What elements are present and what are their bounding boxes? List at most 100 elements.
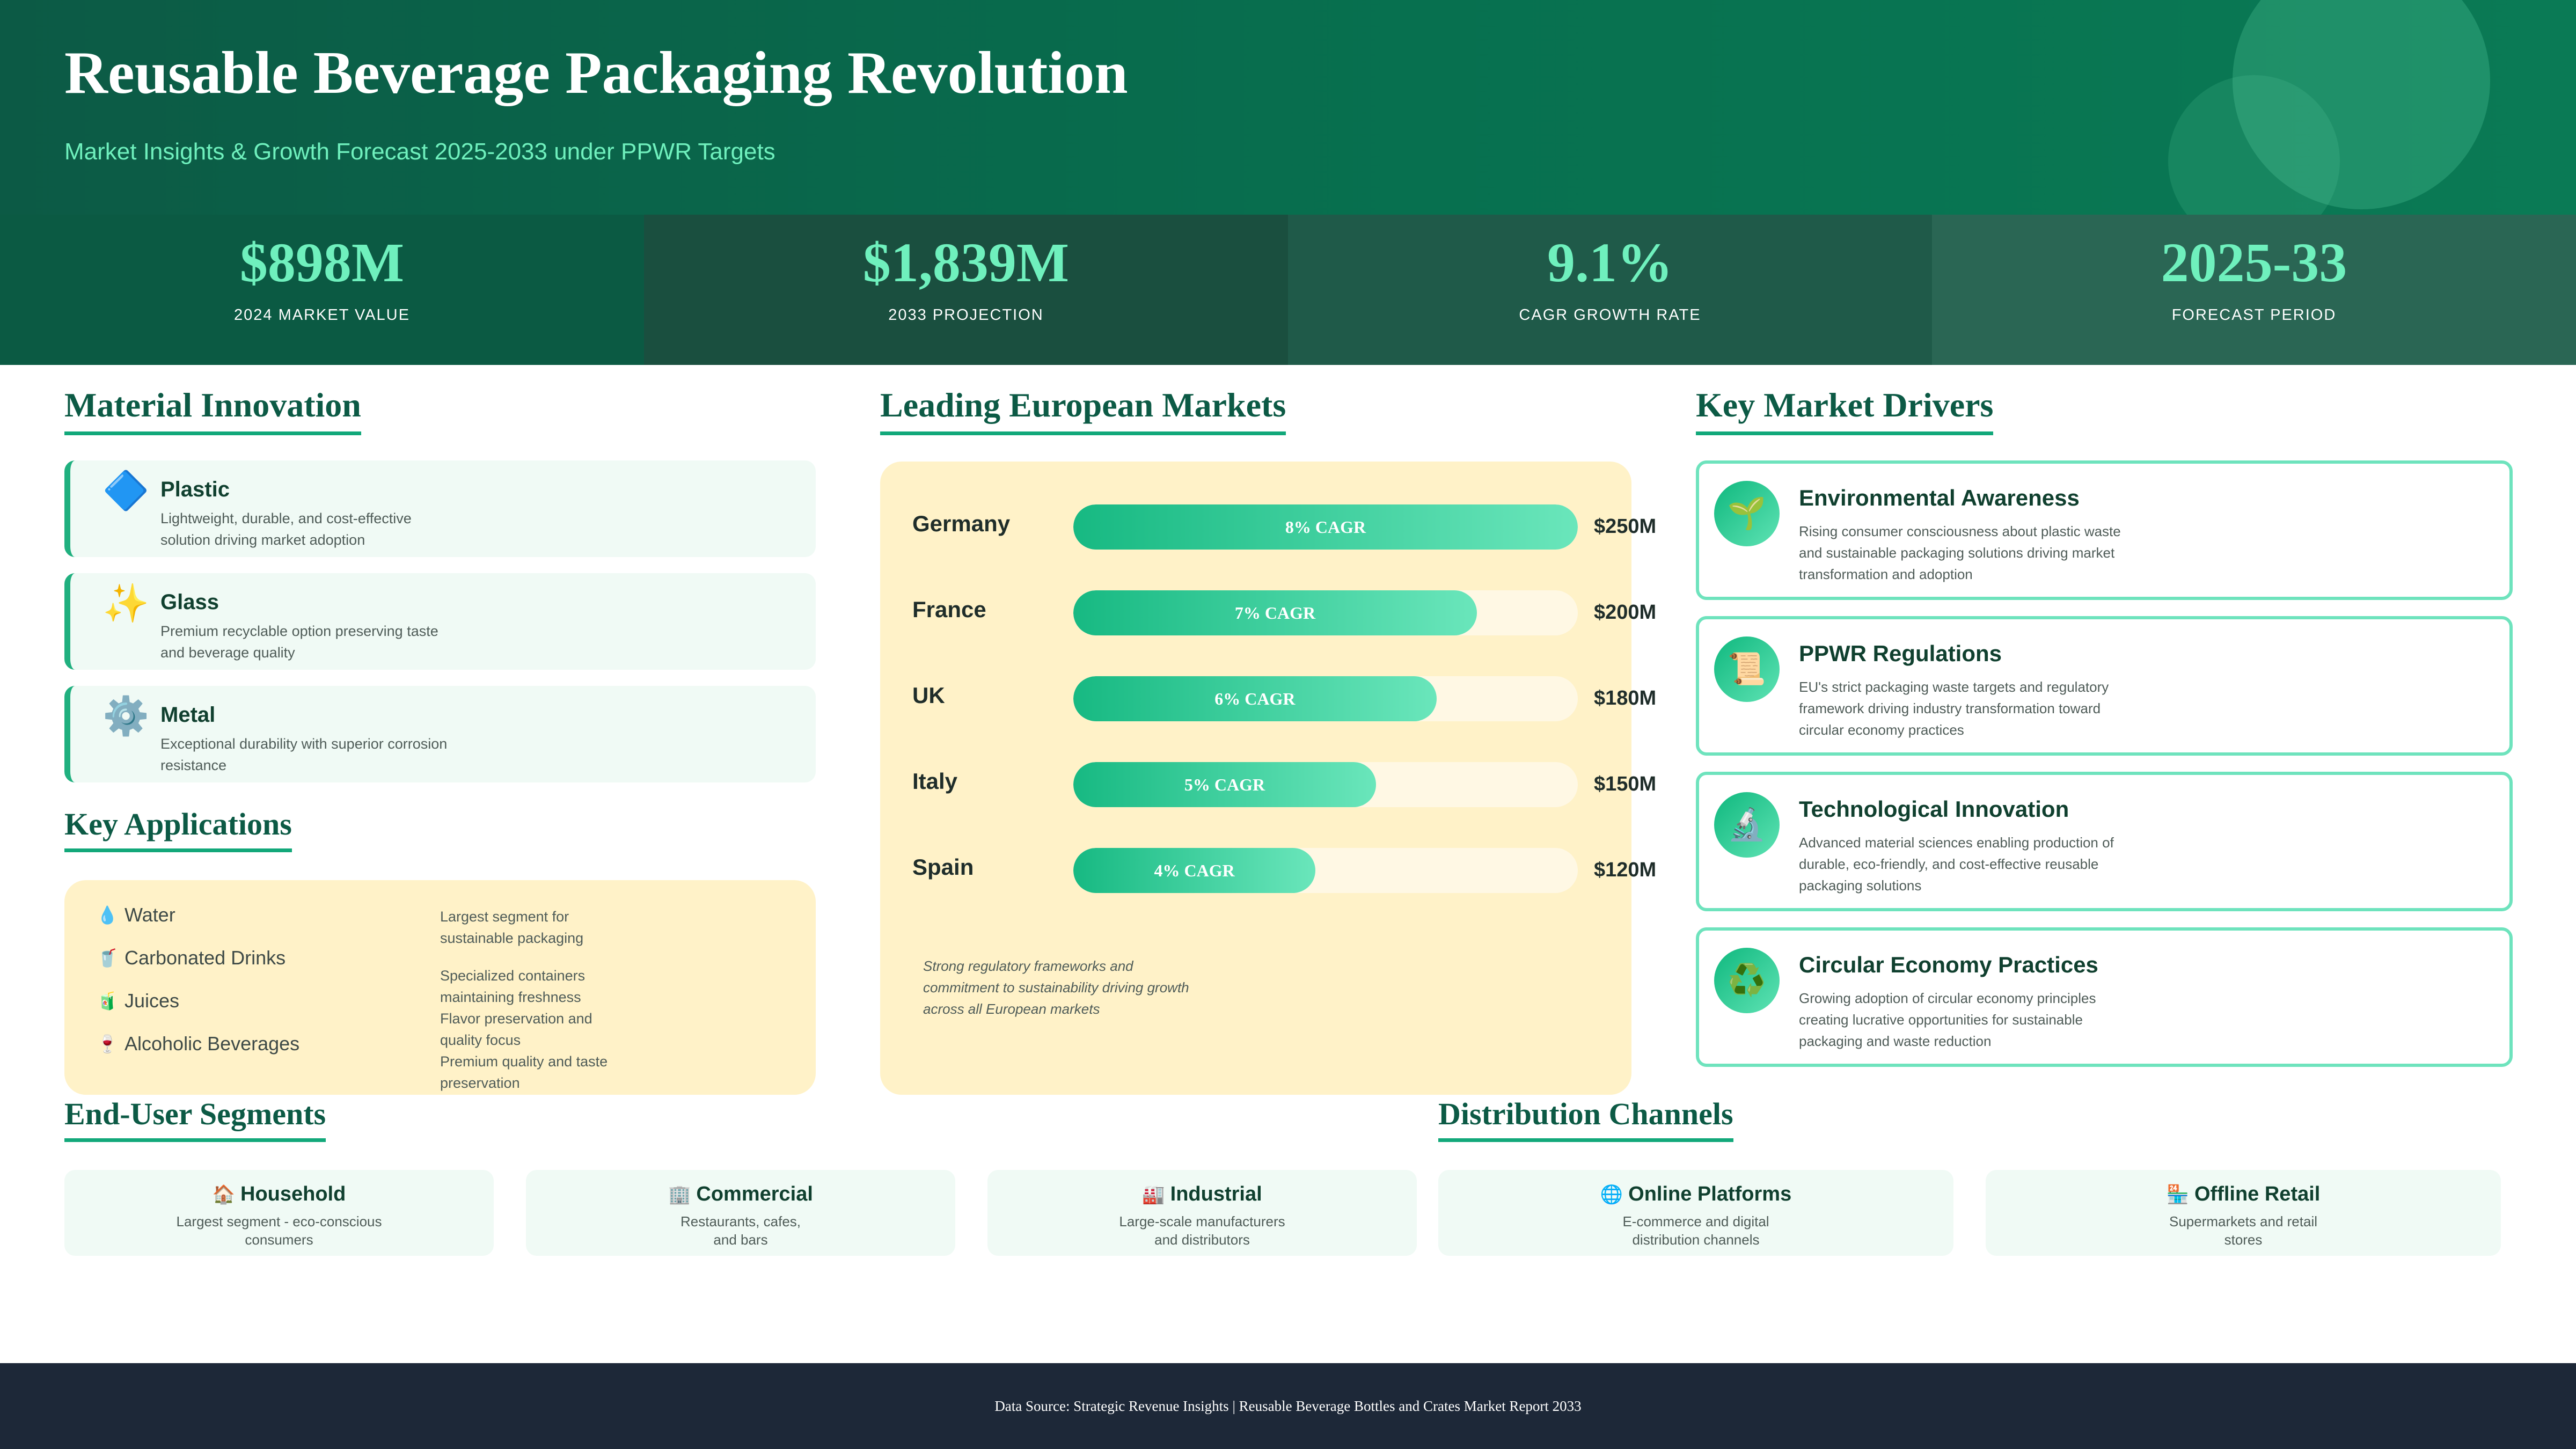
application-label: Alcoholic Beverages	[125, 1033, 300, 1055]
stat-value: 2025-33	[2161, 232, 2347, 294]
market-country: Germany	[912, 511, 1011, 536]
stat-label: FORECAST PERIOD	[2171, 306, 2337, 324]
segment-card-household: 🏠 Household Largest segment - eco-conscio…	[64, 1170, 494, 1256]
segment-title: 🏭 Industrial	[987, 1183, 1417, 1206]
application-description: Flavor preservation and quality focus	[440, 1011, 592, 1048]
application-item-water: 💧 Water	[97, 904, 175, 926]
application-label: Carbonated Drinks	[125, 947, 286, 969]
house-icon: 🏠	[212, 1184, 235, 1205]
european-markets-heading: Leading European Markets	[880, 385, 1286, 435]
market-country: Spain	[912, 854, 974, 880]
segment-card-industrial: 🏭 Industrial Large-scale manufacturers an…	[987, 1170, 1417, 1256]
segment-description: Large-scale manufacturers and distributo…	[1119, 1213, 1285, 1248]
market-cagr-label: 6% CAGR	[1214, 689, 1296, 708]
market-value: $120M	[1594, 859, 1657, 881]
globe-icon: 🌐	[1600, 1184, 1623, 1205]
stat-value: 9.1%	[1547, 232, 1673, 294]
store-icon: 🏪	[2166, 1184, 2189, 1205]
material-card-metal: ⚙️ Metal Exceptional durability with sup…	[64, 686, 816, 782]
market-bar-fill: 8% CAGR	[1073, 504, 1578, 550]
market-bar-track: 8% CAGR	[1073, 504, 1578, 550]
data-source-text: Data Source: Strategic Revenue Insights …	[994, 1398, 1582, 1414]
driver-card-environmental: 🌱 Environmental Awareness Rising consume…	[1696, 460, 2513, 600]
market-value: $180M	[1594, 687, 1657, 709]
market-drivers-heading: Key Market Drivers	[1696, 385, 1994, 435]
market-cagr-label: 5% CAGR	[1184, 775, 1265, 794]
stat-value: $898M	[239, 232, 405, 294]
material-description: Exceptional durability with superior cor…	[160, 736, 448, 773]
market-country: France	[912, 597, 986, 622]
microscope-icon: 🔬	[1714, 792, 1780, 858]
channel-card-online: 🌐 Online Platforms E-commerce and digital…	[1438, 1170, 1953, 1256]
market-cagr-label: 4% CAGR	[1154, 861, 1235, 880]
sparkles-icon: ✨	[103, 582, 150, 624]
channel-title: 🏪 Offline Retail	[1986, 1183, 2501, 1206]
end-user-segments-heading: End-User Segments	[64, 1096, 326, 1142]
application-label: Water	[125, 904, 175, 926]
segment-description: Largest segment - eco-conscious consumer…	[176, 1213, 382, 1248]
seedling-icon: 🌱	[1714, 481, 1780, 546]
juice-box-icon: 🧃	[97, 991, 118, 1011]
driver-name: Technological Innovation	[1799, 796, 2069, 822]
market-country: UK	[912, 683, 945, 708]
market-bar-fill: 4% CAGR	[1073, 848, 1316, 893]
market-bar-track: 6% CAGR	[1073, 676, 1578, 721]
markets-panel: Germany 8% CAGR $250M France 7% CAGR $20…	[880, 462, 1656, 1095]
channel-description: E-commerce and digital distribution chan…	[1622, 1213, 1769, 1248]
market-value: $250M	[1594, 515, 1657, 538]
stat-card: 9.1% CAGR GROWTH RATE	[1288, 215, 1932, 365]
segment-description: Restaurants, cafes, and bars	[680, 1213, 801, 1248]
material-card-plastic: 🔷 Plastic Lightweight, durable, and cost…	[64, 460, 816, 557]
header-banner: Reusable Beverage Packaging Revolution M…	[0, 0, 2576, 215]
recycle-icon: ♻️	[1714, 948, 1780, 1013]
market-bar-fill: 6% CAGR	[1073, 676, 1437, 721]
material-description: Lightweight, durable, and cost-effective…	[160, 510, 412, 548]
market-value: $200M	[1594, 601, 1657, 624]
market-bar-fill: 5% CAGR	[1073, 762, 1376, 807]
driver-name: Circular Economy Practices	[1799, 952, 2098, 977]
driver-name: Environmental Awareness	[1799, 485, 2080, 510]
channel-description: Supermarkets and retail stores	[2169, 1213, 2318, 1248]
page-subtitle: Market Insights & Growth Forecast 2025-2…	[64, 138, 775, 165]
driver-description: Rising consumer consciousness about plas…	[1799, 523, 2121, 582]
stat-label: 2033 PROJECTION	[888, 306, 1044, 324]
market-value: $150M	[1594, 773, 1657, 795]
material-name: Glass	[160, 590, 219, 614]
material-name: Plastic	[160, 478, 230, 501]
stat-label: 2024 MARKET VALUE	[234, 306, 410, 324]
cup-icon: 🥤	[97, 948, 118, 968]
application-description: Premium quality and taste preservation	[440, 1053, 608, 1091]
applications-panel: 💧 Water 🥤 Carbonated Drinks 🧃 Juices 🍷 A…	[64, 880, 816, 1095]
driver-name: PPWR Regulations	[1799, 641, 2002, 666]
driver-card-technology: 🔬 Technological Innovation Advanced mate…	[1696, 772, 2513, 911]
market-bar-fill: 7% CAGR	[1073, 590, 1477, 635]
blue-diamond-icon: 🔷	[103, 470, 150, 511]
segment-title: 🏢 Commercial	[526, 1183, 955, 1206]
material-description: Premium recyclable option preserving tas…	[160, 623, 438, 661]
market-bar-track: 5% CAGR	[1073, 762, 1578, 807]
driver-card-ppwr: 📜 PPWR Regulations EU's strict packaging…	[1696, 616, 2513, 756]
page-title: Reusable Beverage Packaging Revolution	[64, 40, 1128, 106]
stat-card: 2025-33 FORECAST PERIOD	[1932, 215, 2576, 365]
scroll-icon: 📜	[1714, 636, 1780, 702]
segment-card-commercial: 🏢 Commercial Restaurants, cafes, and bars	[526, 1170, 955, 1256]
segment-name: Household	[240, 1183, 346, 1205]
stat-label: CAGR GROWTH RATE	[1519, 306, 1701, 324]
stats-bar: $898M 2024 MARKET VALUE $1,839M 2033 PRO…	[0, 215, 2576, 365]
market-bar-track: 7% CAGR	[1073, 590, 1578, 635]
market-cagr-label: 7% CAGR	[1234, 603, 1316, 623]
office-building-icon: 🏢	[668, 1184, 691, 1205]
decorative-circle	[2168, 75, 2340, 215]
driver-card-circular: ♻️ Circular Economy Practices Growing ad…	[1696, 927, 2513, 1067]
factory-icon: 🏭	[1142, 1184, 1165, 1205]
driver-description: Advanced material sciences enabling prod…	[1799, 835, 2114, 894]
stat-value: $1,839M	[862, 232, 1070, 294]
channel-card-offline: 🏪 Offline Retail Supermarkets and retail …	[1986, 1170, 2501, 1256]
application-label: Juices	[125, 990, 180, 1012]
markets-note: Strong regulatory frameworks and commitm…	[923, 958, 1189, 1017]
application-description: Largest segment for sustainable packagin…	[440, 909, 584, 946]
segment-title: 🏠 Household	[64, 1183, 494, 1206]
droplet-icon: 💧	[97, 905, 118, 925]
segment-name: Commercial	[696, 1183, 813, 1205]
wine-glass-icon: 🍷	[97, 1034, 118, 1053]
